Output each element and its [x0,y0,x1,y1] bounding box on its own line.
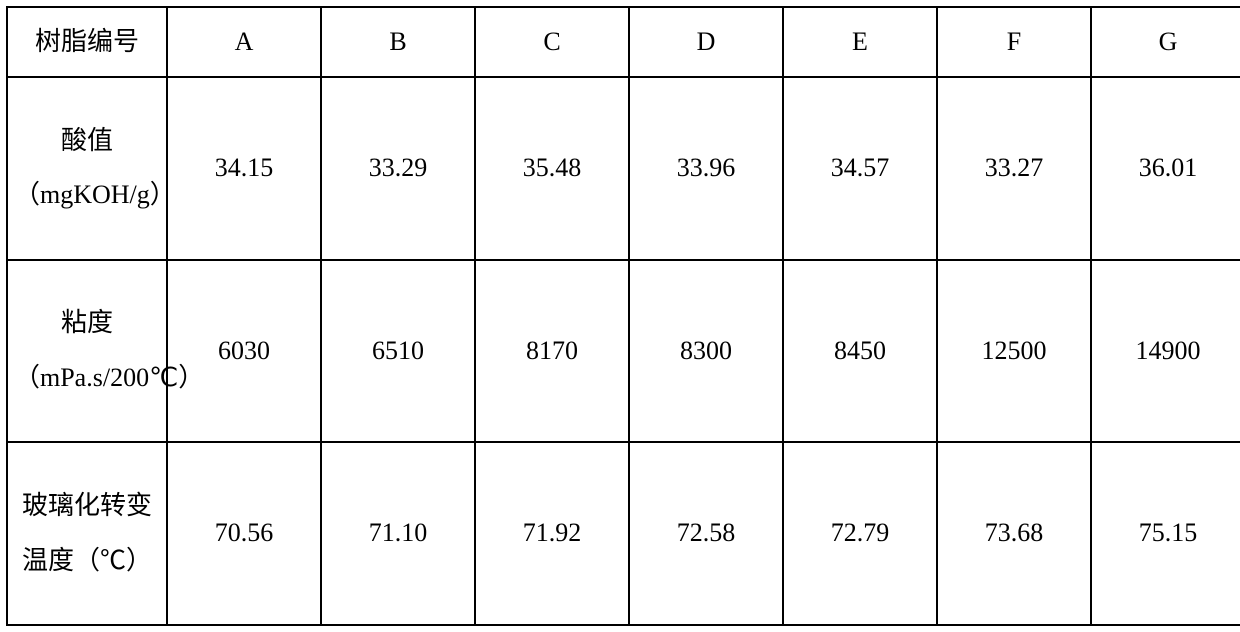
cell: 71.10 [321,442,475,625]
cell: 12500 [937,260,1091,443]
cell: 36.01 [1091,77,1240,260]
cell: 73.68 [937,442,1091,625]
col-header-d: D [629,7,783,77]
row-label-viscosity: 粘度（mPa.s/200℃） [7,260,167,443]
col-header-e: E [783,7,937,77]
table-header-row: 树脂编号 A B C D E F G [7,7,1240,77]
cell: 33.96 [629,77,783,260]
col-header-a: A [167,7,321,77]
cell: 14900 [1091,260,1240,443]
cell: 8300 [629,260,783,443]
cell: 8170 [475,260,629,443]
cell: 6510 [321,260,475,443]
cell: 72.79 [783,442,937,625]
table-container: 树脂编号 A B C D E F G 酸值（mgKOH/g） 34.15 33.… [0,0,1240,632]
col-header-resin-id: 树脂编号 [7,7,167,77]
cell: 72.58 [629,442,783,625]
cell: 33.27 [937,77,1091,260]
cell: 75.15 [1091,442,1240,625]
cell: 71.92 [475,442,629,625]
cell: 70.56 [167,442,321,625]
resin-properties-table: 树脂编号 A B C D E F G 酸值（mgKOH/g） 34.15 33.… [6,6,1240,626]
table-row: 玻璃化转变温度（℃） 70.56 71.10 71.92 72.58 72.79… [7,442,1240,625]
row-label-tg: 玻璃化转变温度（℃） [7,442,167,625]
col-header-g: G [1091,7,1240,77]
col-header-b: B [321,7,475,77]
cell: 35.48 [475,77,629,260]
row-label-acid-value: 酸值（mgKOH/g） [7,77,167,260]
cell: 33.29 [321,77,475,260]
cell: 34.15 [167,77,321,260]
col-header-c: C [475,7,629,77]
cell: 34.57 [783,77,937,260]
table-row: 酸值（mgKOH/g） 34.15 33.29 35.48 33.96 34.5… [7,77,1240,260]
cell: 8450 [783,260,937,443]
table-row: 粘度（mPa.s/200℃） 6030 6510 8170 8300 8450 … [7,260,1240,443]
cell: 6030 [167,260,321,443]
col-header-f: F [937,7,1091,77]
